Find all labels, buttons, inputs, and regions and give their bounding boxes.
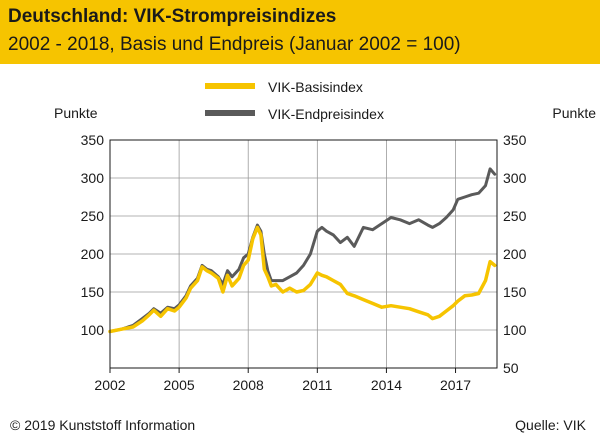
y-tick-label-left: 100 — [81, 322, 105, 338]
x-ticks: 2002 2005 2008 2011 2014 2017 — [94, 368, 471, 393]
y-tick-label-right: 300 — [503, 170, 527, 186]
y-tick-label-right: 150 — [503, 284, 527, 300]
y-tick-label-right: 200 — [503, 246, 527, 262]
header-band: Deutschland: VIK-Strompreisindizes 2002 … — [0, 0, 600, 64]
gridlines — [109, 140, 497, 368]
y-tick-label-left: 300 — [81, 170, 105, 186]
copyright-note: © 2019 Kunststoff Information — [10, 417, 196, 433]
legend: VIK-Basisindex VIK-Endpreisindex — [205, 79, 384, 122]
series-lines — [108, 167, 497, 334]
source-note: Quelle: VIK — [515, 417, 586, 433]
legend-label-endpreisindex: VIK-Endpreisindex — [268, 106, 384, 122]
y-tick-label-right: 250 — [503, 208, 527, 224]
y-tick-label-right: 350 — [503, 132, 527, 148]
x-tick-label: 2008 — [233, 377, 264, 393]
x-tick-label: 2014 — [371, 377, 402, 393]
y-tick-label-right: 100 — [503, 322, 527, 338]
chart-subtitle: 2002 - 2018, Basis und Endpreis (Januar … — [8, 34, 461, 55]
y-tick-label-left: 250 — [81, 208, 105, 224]
y-tick-label-right: 50 — [503, 360, 519, 376]
plot-frame — [109, 139, 498, 369]
y-ticks-right: 50 100 150 200 250 300 350 — [503, 132, 527, 376]
y-ticks-left: 100 150 200 250 300 350 — [81, 132, 105, 338]
x-tick-label: 2005 — [164, 377, 195, 393]
legend-label-basisindex: VIK-Basisindex — [268, 79, 363, 95]
x-tick-label: 2002 — [94, 377, 125, 393]
line-chart: VIK-Basisindex VIK-Endpreisindex Punkte … — [54, 79, 596, 393]
y-tick-label-left: 200 — [81, 246, 105, 262]
y-axis-label-left: Punkte — [54, 105, 98, 121]
x-tick-label: 2017 — [440, 377, 471, 393]
chart-title: Deutschland: VIK-Strompreisindizes — [8, 6, 337, 27]
x-tick-label: 2011 — [302, 377, 332, 393]
y-axis-label-right: Punkte — [552, 105, 596, 121]
y-tick-label-left: 150 — [81, 284, 105, 300]
series-line-basisindex — [108, 225, 497, 334]
y-tick-label-left: 350 — [81, 132, 105, 148]
